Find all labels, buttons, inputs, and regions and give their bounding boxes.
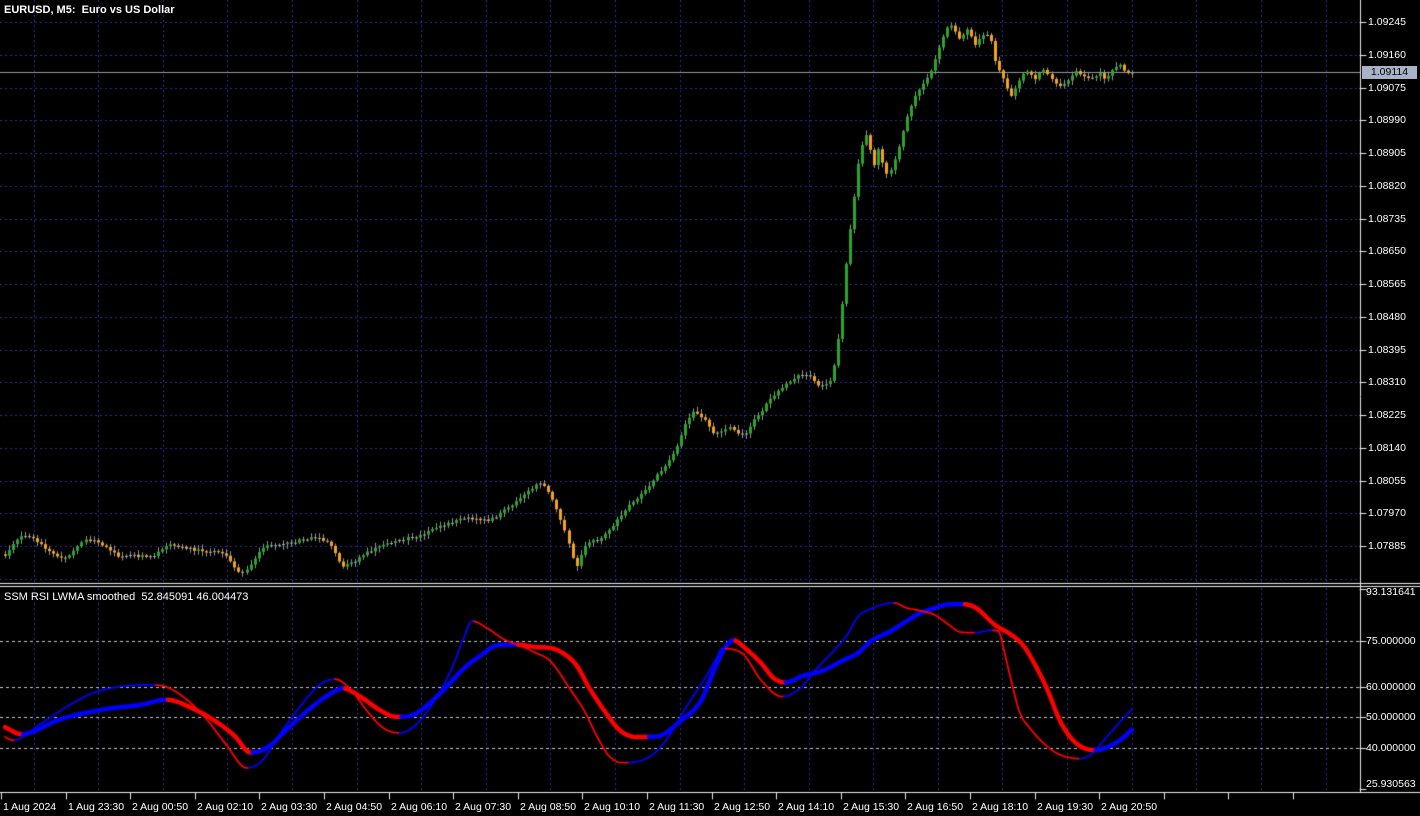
chart-title-text: EURUSD, M5: Euro vs US Dollar <box>4 4 175 16</box>
price-axis-label: 1.08650 <box>1368 245 1406 257</box>
time-axis-label: 2 Aug 02:10 <box>197 801 254 813</box>
time-axis-label: 2 Aug 04:50 <box>326 801 383 813</box>
time-axis-label: 2 Aug 10:10 <box>584 801 641 813</box>
price-axis-label: 1.08480 <box>1368 311 1406 323</box>
indicator-axis-label: 50.000000 <box>1366 711 1416 723</box>
price-axis-label: 1.07970 <box>1368 507 1406 519</box>
indicator-axis-label: 25.930563 <box>1366 778 1416 790</box>
indicator-fast-value: 52.845091 <box>141 591 194 603</box>
current-price-tag: 1.09114 <box>1362 66 1417 79</box>
price-axis-label: 1.07885 <box>1368 540 1406 552</box>
time-axis-label: 2 Aug 06:10 <box>391 801 448 813</box>
indicator-label: SSM RSI LWMA smoothed 52.845091 46.00447… <box>4 591 248 603</box>
price-axis-label: 1.08905 <box>1368 147 1406 159</box>
time-axis-label: 2 Aug 08:50 <box>520 801 577 813</box>
indicator-axis-label: 93.131641 <box>1366 586 1416 598</box>
time-axis-label: 2 Aug 15:30 <box>843 801 900 813</box>
price-axis-label: 1.09245 <box>1368 16 1406 28</box>
time-axis-label: 2 Aug 18:10 <box>972 801 1029 813</box>
time-axis-label: 2 Aug 07:30 <box>455 801 512 813</box>
price-axis-label: 1.08565 <box>1368 278 1406 290</box>
price-axis-label: 1.08140 <box>1368 442 1406 454</box>
price-axis-label: 1.08395 <box>1368 344 1406 356</box>
time-axis-label: 2 Aug 19:30 <box>1037 801 1094 813</box>
time-axis-label: 2 Aug 20:50 <box>1101 801 1158 813</box>
price-axis-label: 1.08055 <box>1368 475 1406 487</box>
time-axis-label: 2 Aug 14:10 <box>778 801 835 813</box>
time-axis-label: 2 Aug 00:50 <box>132 801 189 813</box>
price-axis-label: 1.09160 <box>1368 49 1406 61</box>
price-axis-label: 1.08820 <box>1368 180 1406 192</box>
indicator-axis-label: 75.000000 <box>1366 635 1416 647</box>
time-axis-label: 1 Aug 2024 <box>3 801 57 813</box>
indicator-name: SSM RSI LWMA smoothed <box>4 591 136 603</box>
indicator-axis-label: 40.000000 <box>1366 742 1416 754</box>
chart-title: EURUSD, M5: Euro vs US Dollar <box>4 4 175 16</box>
price-axis-label: 1.09075 <box>1368 82 1406 94</box>
time-axis-label: 2 Aug 03:30 <box>261 801 318 813</box>
price-axis-label: 1.08225 <box>1368 409 1406 421</box>
time-axis-label: 2 Aug 16:50 <box>907 801 964 813</box>
indicator-axis-label: 60.000000 <box>1366 681 1416 693</box>
time-axis-label: 1 Aug 23:30 <box>68 801 125 813</box>
price-axis-label: 1.08735 <box>1368 213 1406 225</box>
indicator-slow-value: 46.004473 <box>196 591 249 603</box>
price-axis-label: 1.08310 <box>1368 376 1406 388</box>
price-axis-label: 1.08990 <box>1368 114 1406 126</box>
time-axis-label: 2 Aug 11:30 <box>649 801 705 813</box>
time-axis-label: 2 Aug 12:50 <box>714 801 771 813</box>
